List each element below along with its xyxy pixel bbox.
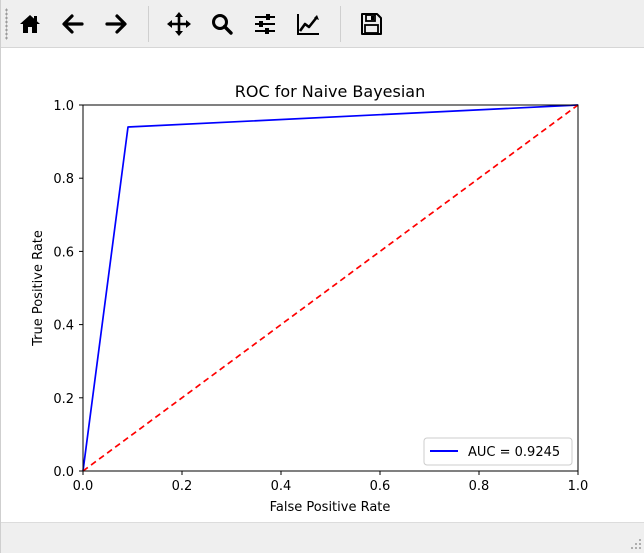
move-icon [167, 12, 191, 36]
toolbar-grip[interactable] [5, 8, 8, 40]
y-tick-label: 0.8 [53, 172, 74, 187]
y-tick-label: 0.6 [53, 245, 74, 260]
forward-button[interactable] [99, 7, 133, 41]
roc-chart: ROC for Naive Bayesian 0.0 0.2 0.4 0.6 0.8 1.… [31, 82, 589, 515]
x-tick-label: 0.2 [172, 479, 193, 494]
x-axis-label: False Positive Rate [270, 500, 391, 515]
zoom-button[interactable] [205, 7, 239, 41]
plot-area-frame [82, 104, 579, 472]
arrow-left-icon [62, 14, 84, 34]
toolbar-separator [148, 6, 149, 42]
y-tick-label: 0.0 [53, 465, 74, 480]
line-chart-icon [297, 14, 319, 35]
sliders-icon [255, 14, 275, 34]
y-tick-label: 0.4 [53, 319, 74, 334]
y-tick-label: 0.2 [53, 392, 74, 407]
save-button[interactable] [354, 7, 388, 41]
legend-box [423, 437, 573, 466]
y-tick-label: 1.0 [53, 99, 74, 114]
pan-button[interactable] [162, 7, 196, 41]
resize-grip-icon[interactable] [630, 538, 642, 550]
floppy-disk-icon [361, 13, 382, 35]
x-tick-label: 0.0 [73, 479, 94, 494]
status-bar [1, 522, 644, 553]
chance-diagonal-line [82, 104, 579, 472]
legend: AUC = 0.9245 [423, 437, 573, 466]
subplots-button[interactable] [248, 7, 282, 41]
legend-label: AUC = 0.9245 [468, 445, 560, 460]
chart-title: ROC for Naive Bayesian [235, 82, 426, 101]
x-tick-label: 0.4 [271, 479, 292, 494]
roc-curve-line [82, 104, 579, 472]
toolbar-separator [340, 6, 341, 42]
y-axis-label: True Positive Rate [31, 230, 46, 347]
home-icon [20, 15, 40, 33]
home-button[interactable] [13, 7, 47, 41]
x-tick-label: 0.6 [370, 479, 391, 494]
x-tick-label: 0.8 [469, 479, 490, 494]
magnifier-icon [212, 14, 233, 35]
arrow-right-icon [105, 14, 127, 34]
figure-canvas[interactable]: ROC for Naive Bayesian 0.0 0.2 0.4 0.6 0.8 1.… [2, 48, 644, 522]
x-tick-label: 1.0 [568, 479, 589, 494]
back-button[interactable] [56, 7, 90, 41]
edit-axis-button[interactable] [291, 7, 325, 41]
navigation-toolbar [1, 0, 644, 48]
